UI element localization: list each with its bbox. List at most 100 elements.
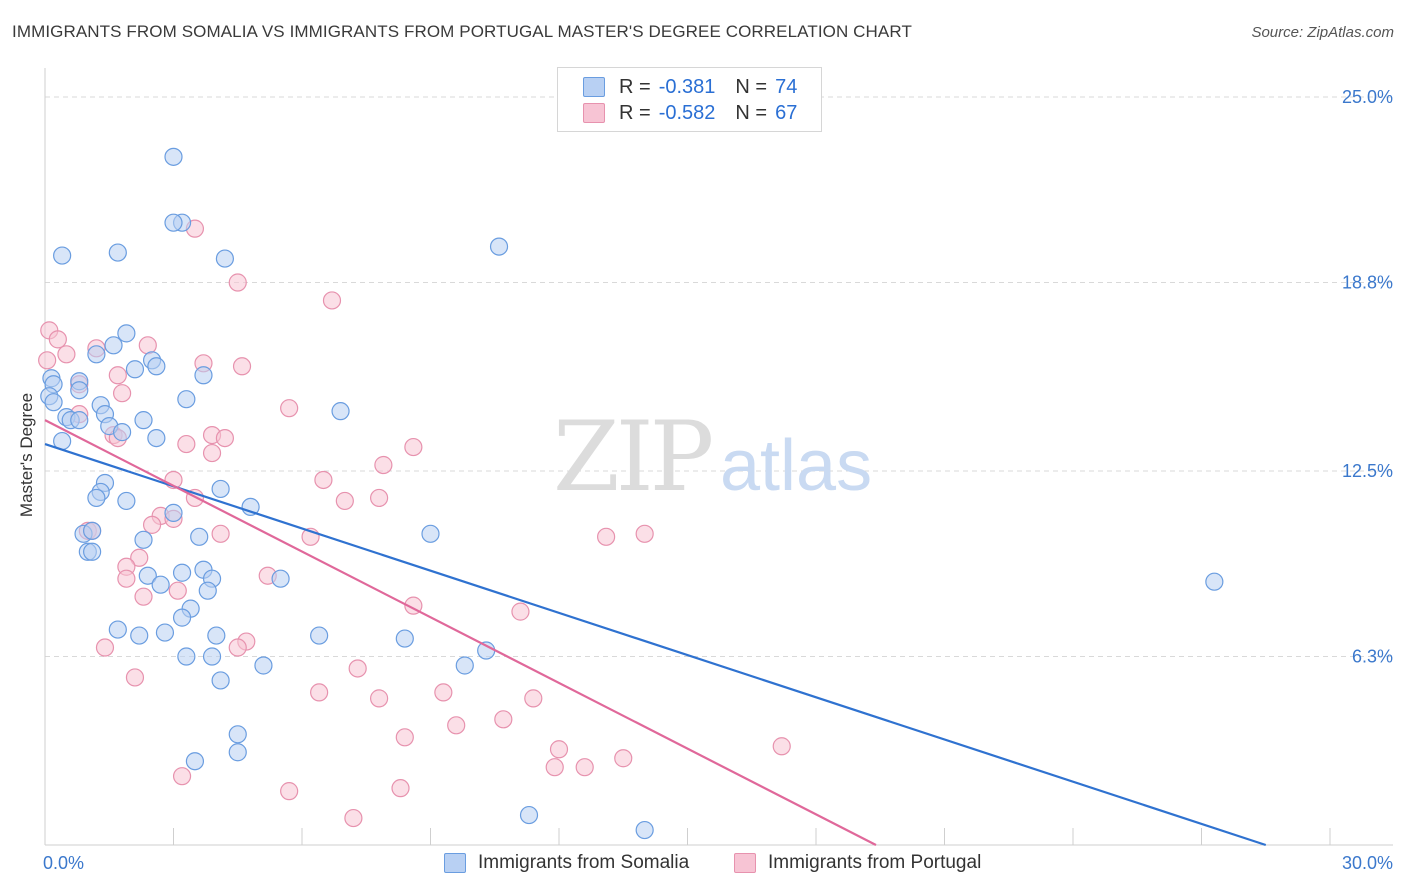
portugal-point-38 xyxy=(130,548,149,567)
portugal-point-8 xyxy=(38,351,57,370)
portugal-point-37 xyxy=(635,524,654,543)
portugal-point-5 xyxy=(138,336,157,355)
legend-item-somalia[interactable]: Immigrants from Somalia xyxy=(444,852,689,874)
legend-row-somalia: R = -0.381 N = 74 xyxy=(583,75,797,99)
portugal-trend-line xyxy=(44,419,877,846)
portugal-point-23 xyxy=(374,455,393,475)
somalia-point-8 xyxy=(104,336,123,355)
somalia-point-70 xyxy=(185,752,205,771)
somalia-point-36 xyxy=(117,491,136,511)
somalia-point-49 xyxy=(271,569,290,588)
legend-r-value-portugal: -0.582 xyxy=(658,101,716,124)
somalia-point-68 xyxy=(228,725,247,744)
legend-r-label: R = xyxy=(619,75,651,98)
portugal-point-4 xyxy=(48,330,67,349)
portugal-point-65 xyxy=(391,779,410,798)
portugal-point-27 xyxy=(370,488,389,508)
grid-lines xyxy=(45,96,1393,658)
legend-swatch-somalia xyxy=(583,77,605,97)
somalia-point-41 xyxy=(421,524,440,543)
portugal-point-21 xyxy=(404,437,423,457)
somalia-point-13 xyxy=(194,366,213,385)
somalia-point-35 xyxy=(87,488,106,508)
x-tick-label-min: 0.0% xyxy=(43,853,84,873)
somalia-point-3 xyxy=(108,243,127,262)
somalia-point-0 xyxy=(164,147,183,166)
somalia-point-67 xyxy=(211,671,230,690)
somalia-point-20 xyxy=(44,393,63,412)
portugal-point-64 xyxy=(280,782,299,801)
legend-n-value-somalia: 74 xyxy=(775,75,798,98)
somalia-point-63 xyxy=(177,647,196,666)
somalia-point-48 xyxy=(138,566,157,585)
portugal-point-57 xyxy=(395,728,414,747)
somalia-point-54 xyxy=(172,608,192,627)
somalia-point-33 xyxy=(211,479,230,499)
portugal-point-45 xyxy=(511,602,530,621)
legend-label-somalia: Immigrants from Somalia xyxy=(478,852,690,873)
tick-labels: 6.3% 12.5% 18.8% 25.0% 0.0% 30.0% xyxy=(43,87,1393,873)
somalia-point-58 xyxy=(155,623,175,642)
somalia-point-4 xyxy=(53,246,72,265)
somalia-point-6 xyxy=(489,237,509,256)
somalia-point-23 xyxy=(331,402,350,421)
portugal-point-43 xyxy=(134,587,153,606)
portugal-point-13 xyxy=(112,384,132,403)
somalia-point-37 xyxy=(164,503,183,522)
somalia-point-66 xyxy=(455,656,474,675)
y-axis-label: Master's Degree xyxy=(17,393,36,517)
y-tick-label-0: 6.3% xyxy=(1352,647,1393,667)
y-tick-label-1: 12.5% xyxy=(1342,461,1393,481)
legend-n-value-portugal: 67 xyxy=(775,101,798,124)
correlation-legend: R = -0.381 N = 74 R = -0.582 N = 67 xyxy=(557,67,822,132)
chart-title: IMMIGRANTS FROM SOMALIA VS IMMIGRANTS FR… xyxy=(12,22,912,41)
somalia-point-60 xyxy=(310,626,329,645)
portugal-point-7 xyxy=(57,345,76,364)
portugal-point-56 xyxy=(447,716,466,735)
legend-swatch-portugal xyxy=(734,853,756,873)
portugal-point-1 xyxy=(228,273,247,292)
somalia-point-12 xyxy=(125,360,145,379)
portugal-point-20 xyxy=(177,434,196,454)
somalia-point-40 xyxy=(83,521,102,540)
somalia-point-46 xyxy=(172,563,192,582)
somalia-point-72 xyxy=(635,820,654,840)
portugal-point-10 xyxy=(232,357,252,376)
watermark-zip: ZIP xyxy=(553,401,712,513)
somalia-point-26 xyxy=(70,411,89,430)
legend-n-label: N = xyxy=(735,101,768,124)
somalia-point-61 xyxy=(395,629,414,648)
somalia-point-42 xyxy=(190,527,209,546)
portugal-point-60 xyxy=(614,749,633,768)
somalia-point-55 xyxy=(1205,572,1224,591)
legend-swatch-somalia xyxy=(444,853,466,873)
somalia-point-30 xyxy=(147,428,166,448)
portugal-point-58 xyxy=(549,740,569,759)
series-legend: Immigrants from Somalia Immigrants from … xyxy=(0,850,1406,878)
portugal-point-41 xyxy=(117,569,136,588)
legend-item-portugal[interactable]: Immigrants from Portugal xyxy=(734,852,981,874)
portugal-point-66 xyxy=(344,808,363,828)
somalia-point-11 xyxy=(147,357,166,376)
portugal-point-28 xyxy=(335,491,354,511)
portugal-point-54 xyxy=(524,689,543,708)
somalia-point-52 xyxy=(198,581,217,600)
portugal-point-48 xyxy=(95,638,115,657)
somalia-trend-line xyxy=(44,443,1267,847)
somalia-point-5 xyxy=(215,249,234,268)
portugal-point-34 xyxy=(211,524,230,543)
somalia-point-45 xyxy=(83,542,102,561)
portugal-point-36 xyxy=(597,527,616,546)
x-tick-label-max: 30.0% xyxy=(1342,853,1393,873)
portugal-point-14 xyxy=(280,399,299,418)
portugal-point-50 xyxy=(125,668,145,687)
portugal-point-55 xyxy=(494,710,513,729)
somalia-point-64 xyxy=(202,647,222,666)
somalia-point-17 xyxy=(70,381,89,400)
somalia-point-10 xyxy=(87,345,106,364)
legend-r-value-somalia: -0.381 xyxy=(658,75,716,98)
portugal-point-62 xyxy=(575,758,594,777)
portugal-point-47 xyxy=(228,638,247,657)
somalia-point-56 xyxy=(108,620,127,639)
